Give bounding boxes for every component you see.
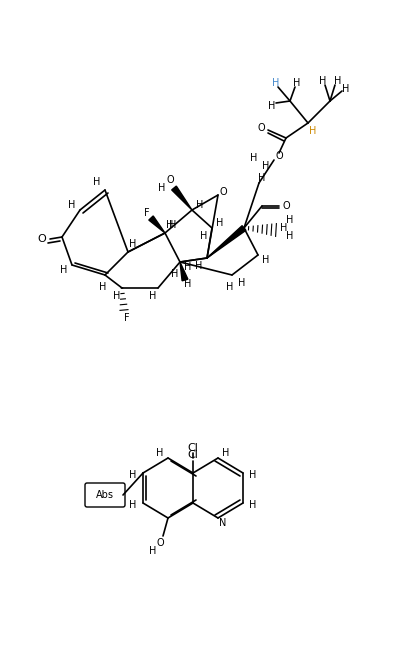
- Text: H: H: [342, 84, 350, 94]
- Text: H: H: [113, 291, 121, 301]
- Text: Cl: Cl: [187, 450, 199, 460]
- Text: O: O: [156, 538, 164, 548]
- Text: H: H: [166, 220, 174, 230]
- Text: H: H: [262, 161, 270, 171]
- Text: O: O: [166, 175, 174, 185]
- Text: H: H: [169, 220, 177, 230]
- Text: H: H: [156, 448, 164, 458]
- Text: H: H: [319, 76, 327, 86]
- Text: H: H: [249, 500, 257, 510]
- Text: H: H: [293, 78, 301, 88]
- Text: O: O: [275, 151, 283, 161]
- Text: H: H: [249, 470, 257, 480]
- Polygon shape: [149, 216, 165, 233]
- Text: H: H: [286, 231, 294, 241]
- FancyBboxPatch shape: [85, 483, 125, 507]
- Text: H: H: [250, 153, 258, 163]
- Text: H: H: [334, 76, 342, 86]
- Text: H: H: [129, 500, 137, 510]
- Text: H: H: [149, 291, 157, 301]
- Text: H: H: [238, 278, 246, 288]
- Text: H: H: [149, 546, 157, 556]
- Polygon shape: [172, 186, 192, 210]
- Text: N: N: [219, 518, 227, 528]
- Polygon shape: [180, 262, 188, 281]
- Text: H: H: [226, 282, 234, 292]
- Text: O: O: [257, 123, 265, 133]
- Text: Cl: Cl: [187, 443, 199, 453]
- Text: H: H: [129, 239, 137, 249]
- Text: H: H: [262, 255, 270, 265]
- Text: H: H: [68, 200, 76, 210]
- Text: H: H: [286, 215, 294, 225]
- Text: H: H: [200, 231, 208, 241]
- Text: H: H: [272, 78, 280, 88]
- Text: H: H: [184, 279, 192, 289]
- Text: H: H: [196, 200, 204, 210]
- Text: H: H: [93, 177, 101, 187]
- Text: O: O: [282, 201, 290, 211]
- Text: H: H: [99, 282, 107, 292]
- Text: H: H: [60, 265, 68, 275]
- Polygon shape: [207, 225, 246, 258]
- Text: H: H: [195, 261, 203, 271]
- Text: F: F: [144, 208, 150, 218]
- Text: H: H: [129, 470, 137, 480]
- Text: O: O: [38, 234, 46, 244]
- Text: H: H: [158, 183, 166, 193]
- Text: H: H: [309, 126, 317, 136]
- Text: H: H: [268, 101, 276, 111]
- Text: H: H: [216, 218, 224, 228]
- Text: Abs: Abs: [96, 490, 114, 500]
- Text: F: F: [124, 313, 130, 323]
- Text: H: H: [184, 262, 192, 272]
- Text: H: H: [171, 269, 179, 279]
- Text: H: H: [258, 173, 266, 183]
- Text: H: H: [222, 448, 230, 458]
- Text: O: O: [219, 187, 227, 197]
- Text: H: H: [280, 223, 288, 233]
